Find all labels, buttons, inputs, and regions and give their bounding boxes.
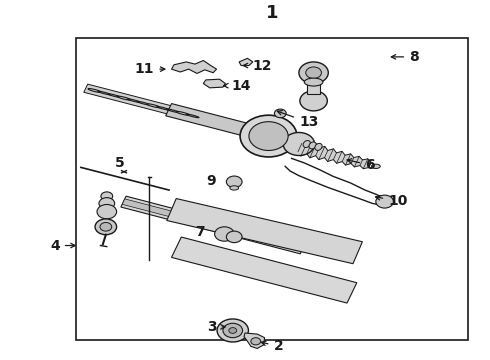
Circle shape <box>249 122 288 150</box>
Polygon shape <box>239 58 253 66</box>
Text: 11: 11 <box>135 62 165 76</box>
Circle shape <box>101 192 113 201</box>
Ellipse shape <box>303 140 310 148</box>
Circle shape <box>229 328 237 333</box>
Circle shape <box>299 62 328 84</box>
Circle shape <box>226 231 242 243</box>
Circle shape <box>217 319 248 342</box>
Ellipse shape <box>147 104 160 108</box>
Ellipse shape <box>186 114 199 118</box>
Text: 7: 7 <box>195 225 205 239</box>
Circle shape <box>95 219 117 235</box>
Text: 10: 10 <box>375 194 408 208</box>
Ellipse shape <box>157 107 170 110</box>
Text: 12: 12 <box>244 59 272 72</box>
Polygon shape <box>172 60 217 73</box>
Polygon shape <box>203 79 225 88</box>
Bar <box>172 237 357 303</box>
Circle shape <box>97 204 117 219</box>
Ellipse shape <box>371 164 380 168</box>
Ellipse shape <box>108 94 121 97</box>
Ellipse shape <box>98 91 111 95</box>
Polygon shape <box>244 333 265 348</box>
Polygon shape <box>166 104 296 148</box>
Ellipse shape <box>304 78 323 86</box>
Polygon shape <box>167 198 363 264</box>
Text: 9: 9 <box>206 174 216 188</box>
Ellipse shape <box>88 89 101 93</box>
Circle shape <box>223 323 243 338</box>
Text: 5: 5 <box>115 156 125 170</box>
Bar <box>307 74 320 94</box>
Polygon shape <box>121 196 305 254</box>
Text: 2: 2 <box>261 339 283 353</box>
Ellipse shape <box>230 186 239 190</box>
Text: 3: 3 <box>207 320 225 334</box>
Circle shape <box>99 198 115 209</box>
Circle shape <box>240 115 297 157</box>
Text: 6: 6 <box>347 158 375 172</box>
Circle shape <box>300 91 327 111</box>
Circle shape <box>376 195 393 208</box>
Polygon shape <box>84 84 306 149</box>
Circle shape <box>274 109 286 118</box>
Text: 8: 8 <box>392 50 419 64</box>
Text: 1: 1 <box>266 4 278 22</box>
Text: 14: 14 <box>224 79 251 93</box>
Ellipse shape <box>127 99 140 103</box>
Circle shape <box>215 227 234 241</box>
Circle shape <box>283 132 315 156</box>
Ellipse shape <box>315 143 322 150</box>
Text: 4: 4 <box>50 239 75 252</box>
Circle shape <box>100 222 112 231</box>
Polygon shape <box>122 199 304 251</box>
Bar <box>76 38 468 340</box>
Circle shape <box>226 176 242 188</box>
Circle shape <box>306 67 321 78</box>
Text: 13: 13 <box>277 111 318 129</box>
Ellipse shape <box>309 142 316 149</box>
Ellipse shape <box>167 109 179 113</box>
Ellipse shape <box>137 102 150 105</box>
Polygon shape <box>298 141 371 169</box>
Circle shape <box>251 338 261 345</box>
Ellipse shape <box>176 112 189 115</box>
Ellipse shape <box>118 96 130 100</box>
